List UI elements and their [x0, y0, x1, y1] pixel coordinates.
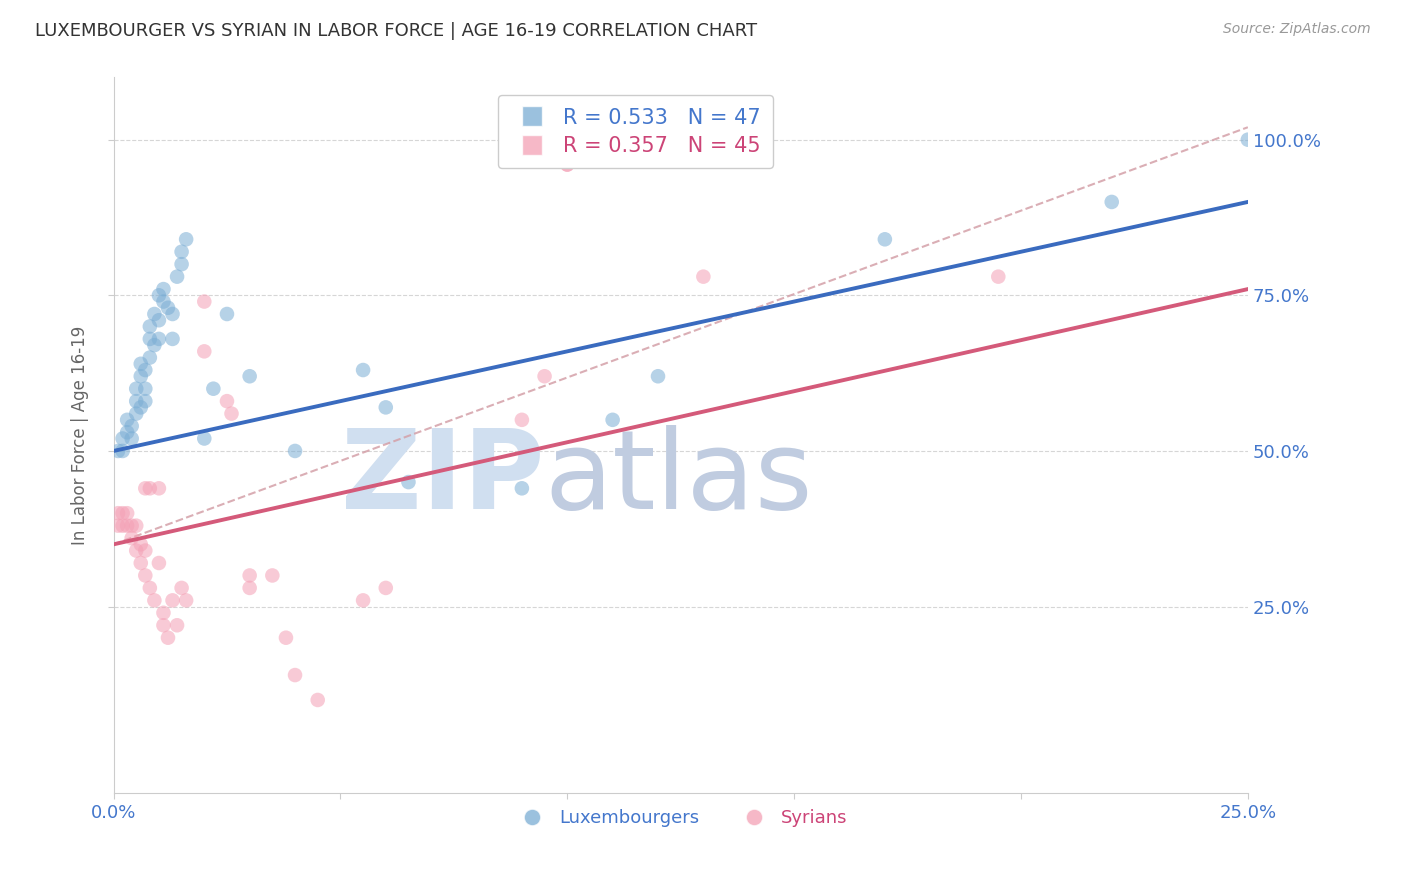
- Point: [284, 444, 307, 458]
- Legend: Luxembourgers, Syrians: Luxembourgers, Syrians: [508, 802, 855, 834]
- Point: [555, 158, 578, 172]
- Point: [111, 506, 134, 520]
- Point: [139, 581, 162, 595]
- Point: [125, 543, 148, 558]
- Point: [134, 543, 156, 558]
- Point: [139, 319, 162, 334]
- Point: [115, 413, 138, 427]
- Point: [174, 593, 197, 607]
- Point: [873, 232, 896, 246]
- Point: [148, 332, 170, 346]
- Text: ZIP: ZIP: [342, 425, 544, 532]
- Point: [555, 158, 578, 172]
- Point: [166, 618, 188, 632]
- Point: [156, 301, 179, 315]
- Point: [156, 631, 179, 645]
- Point: [129, 537, 152, 551]
- Point: [193, 344, 215, 359]
- Point: [129, 401, 152, 415]
- Point: [221, 407, 243, 421]
- Point: [170, 257, 193, 271]
- Point: [307, 693, 329, 707]
- Point: [107, 518, 129, 533]
- Point: [111, 444, 134, 458]
- Point: [125, 407, 148, 421]
- Point: [602, 413, 624, 427]
- Point: [162, 307, 184, 321]
- Point: [121, 419, 143, 434]
- Y-axis label: In Labor Force | Age 16-19: In Labor Force | Age 16-19: [72, 326, 89, 545]
- Point: [987, 269, 1010, 284]
- Point: [374, 581, 396, 595]
- Point: [129, 369, 152, 384]
- Point: [262, 568, 284, 582]
- Point: [352, 593, 374, 607]
- Point: [143, 307, 166, 321]
- Point: [139, 351, 162, 365]
- Point: [115, 506, 138, 520]
- Point: [115, 518, 138, 533]
- Point: [148, 481, 170, 495]
- Text: Source: ZipAtlas.com: Source: ZipAtlas.com: [1223, 22, 1371, 37]
- Point: [1237, 133, 1260, 147]
- Point: [166, 269, 188, 284]
- Point: [121, 518, 143, 533]
- Point: [107, 506, 129, 520]
- Point: [115, 425, 138, 440]
- Point: [121, 432, 143, 446]
- Point: [129, 357, 152, 371]
- Point: [148, 288, 170, 302]
- Point: [152, 282, 174, 296]
- Point: [134, 382, 156, 396]
- Point: [398, 475, 420, 489]
- Point: [215, 307, 238, 321]
- Point: [111, 432, 134, 446]
- Point: [202, 382, 225, 396]
- Text: atlas: atlas: [544, 425, 813, 532]
- Point: [193, 432, 215, 446]
- Point: [533, 369, 555, 384]
- Text: LUXEMBOURGER VS SYRIAN IN LABOR FORCE | AGE 16-19 CORRELATION CHART: LUXEMBOURGER VS SYRIAN IN LABOR FORCE | …: [35, 22, 758, 40]
- Point: [1101, 194, 1123, 209]
- Point: [134, 363, 156, 377]
- Point: [125, 518, 148, 533]
- Point: [134, 481, 156, 495]
- Point: [284, 668, 307, 682]
- Point: [139, 332, 162, 346]
- Point: [647, 369, 669, 384]
- Point: [215, 394, 238, 409]
- Point: [352, 363, 374, 377]
- Point: [374, 401, 396, 415]
- Point: [143, 593, 166, 607]
- Point: [125, 394, 148, 409]
- Point: [510, 481, 533, 495]
- Point: [139, 481, 162, 495]
- Point: [274, 631, 297, 645]
- Point: [239, 581, 262, 595]
- Point: [148, 313, 170, 327]
- Point: [143, 338, 166, 352]
- Point: [148, 556, 170, 570]
- Point: [152, 606, 174, 620]
- Point: [134, 568, 156, 582]
- Point: [162, 593, 184, 607]
- Point: [193, 294, 215, 309]
- Point: [152, 294, 174, 309]
- Point: [239, 369, 262, 384]
- Point: [121, 531, 143, 545]
- Point: [174, 232, 197, 246]
- Point: [170, 581, 193, 595]
- Point: [134, 394, 156, 409]
- Point: [510, 413, 533, 427]
- Point: [162, 332, 184, 346]
- Point: [170, 244, 193, 259]
- Point: [129, 556, 152, 570]
- Point: [692, 269, 714, 284]
- Point: [239, 568, 262, 582]
- Point: [107, 444, 129, 458]
- Point: [111, 518, 134, 533]
- Point: [152, 618, 174, 632]
- Point: [125, 382, 148, 396]
